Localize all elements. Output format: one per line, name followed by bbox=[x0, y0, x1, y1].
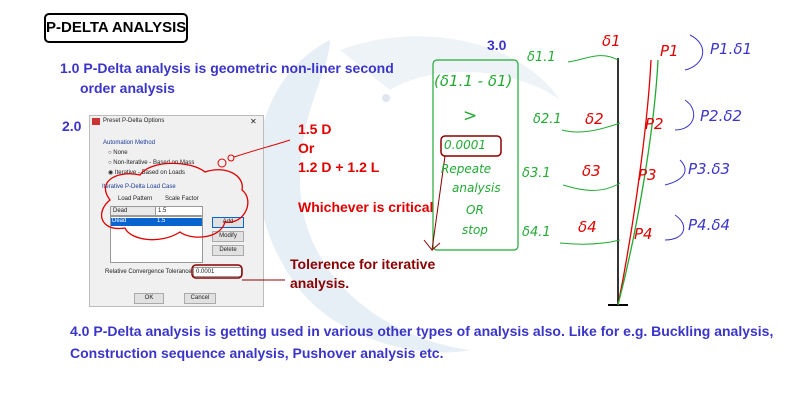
row-factor: 1.5 bbox=[157, 218, 166, 224]
critical-note: Whichever is critical bbox=[298, 199, 434, 215]
cloud-highlight bbox=[101, 162, 249, 241]
deflected-shape bbox=[617, 59, 652, 306]
point1-line2: order analysis bbox=[80, 80, 175, 96]
moment-1: P1.δ1 bbox=[710, 40, 753, 58]
cancel-button[interactable]: Cancel bbox=[184, 293, 216, 304]
dialog-title: Preset P-Delta Options bbox=[103, 118, 165, 124]
tolerance-value-highlight bbox=[440, 135, 502, 157]
tolerance-link-arrow bbox=[423, 155, 446, 252]
close-icon[interactable]: ✕ bbox=[250, 117, 257, 126]
radio-label: None bbox=[113, 150, 128, 156]
or-text: OR bbox=[466, 203, 484, 217]
moment-4: P4.δ4 bbox=[688, 216, 731, 234]
radio-label: Iterative - Based on Loads bbox=[114, 170, 185, 176]
moment-2: P2.δ2 bbox=[700, 107, 743, 125]
combo-or: Or bbox=[298, 140, 315, 156]
load-case-group-label: Iterative P-Delta Load Case bbox=[102, 184, 176, 190]
new-deflection-3: δ3.1 bbox=[522, 166, 551, 181]
delete-button[interactable]: Delete bbox=[212, 245, 244, 256]
moment-3: P3.δ3 bbox=[688, 160, 731, 178]
deflection-3: δ3 bbox=[582, 162, 601, 180]
modify-button[interactable]: Modify bbox=[212, 231, 244, 242]
point4-line2: Construction sequence analysis, Pushover… bbox=[70, 345, 444, 361]
deflection-2: δ2 bbox=[585, 110, 604, 128]
new-deflection-4: δ4.1 bbox=[522, 225, 551, 240]
thought-bubble bbox=[227, 154, 235, 162]
tolerance-value: 0.0001 bbox=[444, 138, 486, 152]
automation-method-label: Automation Method bbox=[103, 140, 156, 146]
load-p2: P2 bbox=[645, 115, 664, 133]
scale-factor-input[interactable]: 1.5 bbox=[155, 206, 203, 216]
ok-button[interactable]: OK bbox=[134, 293, 164, 304]
radio-non-iterative[interactable]: ○ Non-Iterative - Based on Mass bbox=[108, 160, 195, 166]
new-deflection-2: δ2.1 bbox=[533, 112, 562, 127]
preset-pdelta-dialog: Preset P-Delta Options ✕ Automation Meth… bbox=[89, 115, 264, 307]
tolerance-note-2: analysis. bbox=[290, 275, 350, 291]
analysis-text: analysis bbox=[452, 181, 501, 195]
tolerance-label: Relative Convergence Tolerance bbox=[105, 269, 192, 275]
point3-label: 3.0 bbox=[487, 37, 507, 53]
point1-line1: 1.0 P-Delta analysis is geometric non-li… bbox=[60, 60, 394, 76]
deflection-4: δ4 bbox=[578, 218, 597, 236]
second-order-shape bbox=[617, 59, 659, 306]
combo-1: 1.5 D bbox=[298, 121, 332, 137]
new-deflection-arrows bbox=[559, 55, 621, 245]
new-deflection-1: δ1.1 bbox=[527, 50, 556, 65]
tolerance-note-1: Tolerence for iterative bbox=[290, 256, 436, 272]
repeat-text: Repeate bbox=[441, 162, 492, 176]
greater-than: > bbox=[463, 106, 478, 126]
list-row[interactable]: Dead 1.5 bbox=[111, 218, 202, 226]
load-p3: P3 bbox=[638, 166, 657, 184]
thought-bubble bbox=[217, 158, 227, 168]
col-load-pattern: Load Pattern bbox=[118, 196, 153, 202]
app-icon bbox=[92, 118, 100, 125]
col-scale-factor: Scale Factor bbox=[165, 196, 199, 202]
deflection-1: δ1 bbox=[602, 32, 621, 50]
slide-title: P-DELTA ANALYSIS bbox=[44, 13, 188, 43]
point2-label: 2.0 bbox=[62, 118, 82, 134]
load-p4: P4 bbox=[634, 225, 653, 243]
tolerance-highlight bbox=[191, 264, 243, 279]
radio-iterative[interactable]: ◉ Iterative - Based on Loads bbox=[108, 170, 185, 176]
load-p1: P1 bbox=[660, 42, 679, 60]
radio-label: Non-Iterative - Based on Mass bbox=[113, 160, 195, 166]
pointer-arrow bbox=[233, 139, 291, 158]
point4-line1: 4.0 P-Delta analysis is getting used in … bbox=[70, 323, 774, 339]
radio-none[interactable]: ○ None bbox=[108, 150, 128, 156]
difference-text: (δ1.1 - δ1) bbox=[434, 72, 513, 90]
moment-arrows bbox=[664, 34, 703, 241]
combo-2: 1.2 D + 1.2 L bbox=[298, 159, 380, 175]
row-pattern: Dead bbox=[112, 218, 127, 224]
check-box bbox=[432, 59, 519, 251]
stop-text: stop bbox=[462, 223, 488, 237]
